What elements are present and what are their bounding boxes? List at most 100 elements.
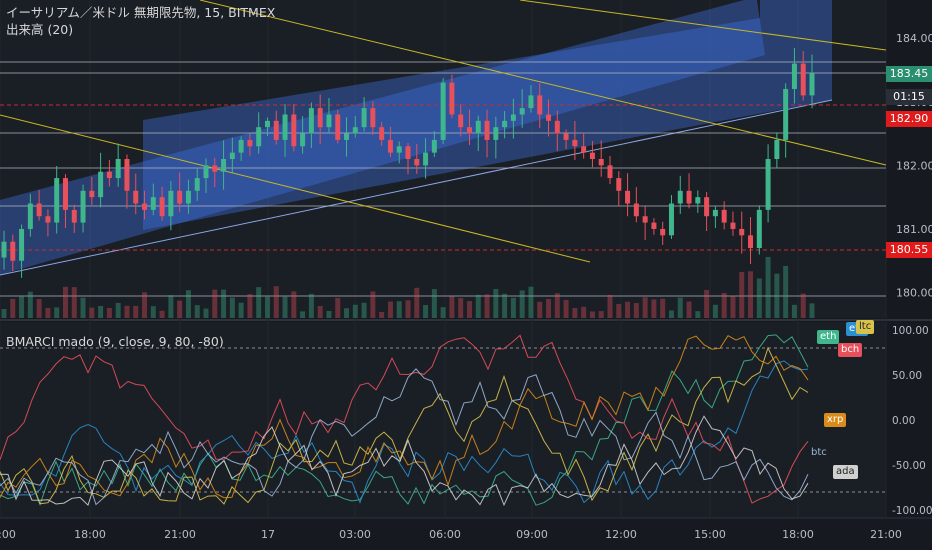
- candle-body[interactable]: [273, 120, 279, 140]
- candle-body[interactable]: [238, 139, 244, 153]
- candle-body[interactable]: [774, 139, 780, 159]
- candle-body[interactable]: [791, 63, 797, 90]
- volume-bar[interactable]: [660, 298, 666, 318]
- candle-body[interactable]: [466, 127, 472, 134]
- volume-bar[interactable]: [150, 306, 156, 318]
- candle-body[interactable]: [150, 197, 156, 210]
- volume-bar[interactable]: [528, 286, 534, 318]
- volume-bar[interactable]: [431, 289, 437, 318]
- volume-bar[interactable]: [458, 297, 464, 318]
- candle-body[interactable]: [352, 127, 358, 134]
- candle-body[interactable]: [396, 146, 402, 153]
- candle-body[interactable]: [124, 159, 130, 191]
- candle-body[interactable]: [748, 235, 754, 249]
- candle-body[interactable]: [554, 120, 560, 134]
- volume-bar[interactable]: [783, 265, 789, 318]
- volume-bar[interactable]: [396, 301, 402, 318]
- volume-bar[interactable]: [291, 291, 297, 318]
- candle-body[interactable]: [431, 139, 437, 153]
- candle-body[interactable]: [414, 159, 420, 166]
- volume-bar[interactable]: [361, 302, 367, 318]
- candle-body[interactable]: [502, 120, 508, 128]
- volume-bar[interactable]: [10, 298, 16, 318]
- candle-body[interactable]: [185, 190, 191, 204]
- volume-bar[interactable]: [730, 295, 736, 318]
- candle-body[interactable]: [308, 108, 314, 134]
- candle-body[interactable]: [739, 228, 745, 236]
- candle-body[interactable]: [405, 146, 411, 159]
- candle-body[interactable]: [484, 120, 490, 140]
- volume-bar[interactable]: [335, 298, 341, 318]
- volume-bar[interactable]: [537, 301, 543, 318]
- candle-body[interactable]: [247, 139, 253, 147]
- volume-bar[interactable]: [748, 271, 754, 318]
- candle-body[interactable]: [106, 171, 112, 179]
- volume-bar[interactable]: [326, 311, 332, 318]
- volume-bar[interactable]: [519, 290, 525, 318]
- candle-body[interactable]: [168, 190, 174, 217]
- candle-body[interactable]: [54, 178, 60, 223]
- volume-bar[interactable]: [791, 304, 797, 318]
- volume-bar[interactable]: [19, 296, 25, 318]
- volume-bar[interactable]: [589, 311, 595, 318]
- candle-body[interactable]: [89, 190, 95, 198]
- candle-body[interactable]: [387, 139, 393, 153]
- candle-body[interactable]: [159, 197, 165, 217]
- volume-bar[interactable]: [62, 286, 68, 318]
- candle-body[interactable]: [317, 108, 323, 128]
- volume-bar[interactable]: [414, 287, 420, 318]
- oscillator-line-eth[interactable]: [0, 334, 809, 506]
- volume-bar[interactable]: [563, 299, 569, 318]
- volume-bar[interactable]: [80, 297, 86, 318]
- trend-line-descending-3[interactable]: [519, 0, 887, 51]
- volume-bar[interactable]: [379, 311, 385, 318]
- volume-bar[interactable]: [124, 305, 130, 318]
- volume-bar[interactable]: [282, 296, 288, 318]
- volume-bar[interactable]: [484, 294, 490, 318]
- volume-bar[interactable]: [177, 300, 183, 318]
- oscillator-line-ada[interactable]: [0, 415, 809, 507]
- candle-body[interactable]: [537, 95, 543, 115]
- volume-bar[interactable]: [317, 306, 323, 318]
- oscillator-title[interactable]: BMARCI mado (9, close, 9, 80, -80): [6, 334, 224, 349]
- candle-body[interactable]: [712, 209, 718, 217]
- volume-bar[interactable]: [633, 303, 639, 318]
- symbol-title[interactable]: イーサリアム／米ドル 無期限先物, 15, BITMEX: [6, 5, 276, 20]
- candle-body[interactable]: [589, 152, 595, 159]
- volume-bar[interactable]: [765, 256, 771, 318]
- candle-body[interactable]: [115, 159, 121, 179]
- volume-bar[interactable]: [572, 307, 578, 318]
- candle-body[interactable]: [642, 216, 648, 223]
- volume-bar[interactable]: [598, 311, 604, 318]
- volume-bar[interactable]: [256, 287, 262, 318]
- volume-bar[interactable]: [642, 297, 648, 318]
- volume-bar[interactable]: [502, 293, 508, 318]
- candle-body[interactable]: [45, 216, 51, 223]
- candle-body[interactable]: [229, 152, 235, 159]
- volume-bar[interactable]: [273, 286, 279, 318]
- candle-body[interactable]: [36, 203, 42, 217]
- oscillator-line-bch[interactable]: [0, 334, 809, 504]
- candle-body[interactable]: [142, 203, 148, 210]
- candle-body[interactable]: [326, 114, 332, 128]
- volume-bar[interactable]: [800, 293, 806, 318]
- oscillator-line-xrp[interactable]: [0, 335, 809, 499]
- volume-bar[interactable]: [203, 308, 209, 318]
- candle-body[interactable]: [668, 203, 674, 236]
- oscillator-pane[interactable]: [0, 322, 886, 518]
- volume-bar[interactable]: [168, 295, 174, 318]
- candle-body[interactable]: [291, 114, 297, 147]
- volume-bar[interactable]: [1, 308, 7, 318]
- volume-bar[interactable]: [98, 305, 104, 318]
- volume-bar[interactable]: [677, 297, 683, 318]
- volume-bar[interactable]: [344, 308, 350, 318]
- candle-body[interactable]: [344, 133, 350, 140]
- volume-bar[interactable]: [387, 301, 393, 318]
- candle-body[interactable]: [133, 190, 139, 204]
- candle-body[interactable]: [282, 114, 288, 140]
- volume-bar[interactable]: [133, 305, 139, 318]
- candle-body[interactable]: [370, 108, 376, 128]
- candle-body[interactable]: [546, 114, 552, 121]
